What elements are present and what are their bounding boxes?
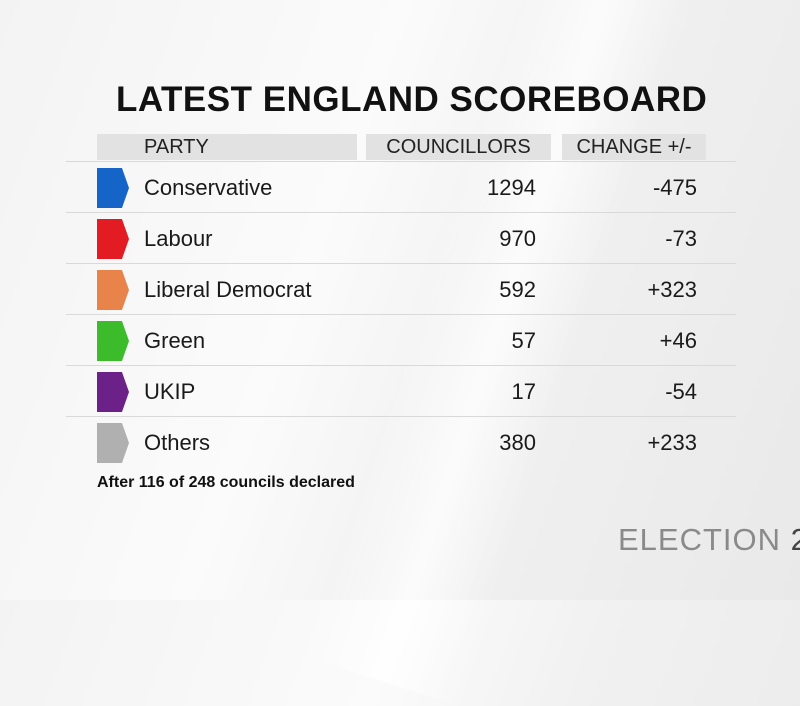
party-name: Others — [144, 430, 211, 455]
party-name: Labour — [144, 226, 213, 251]
councillors-value: 1294 — [487, 175, 536, 200]
councillors-value: 17 — [511, 379, 536, 404]
party-color-marker — [97, 270, 129, 310]
party-color-marker — [97, 321, 129, 361]
table-row-labour: Labour 970 -73 — [66, 212, 736, 263]
party-color-marker — [97, 423, 129, 463]
logo-word: ELECTION — [618, 522, 782, 557]
party-color-marker — [97, 372, 129, 412]
logo-year: 20 — [791, 522, 800, 557]
footnote: After 116 of 248 councils declared — [97, 474, 355, 491]
councillors-value: 57 — [511, 328, 536, 353]
change-value: -475 — [652, 175, 697, 200]
party-color-marker — [97, 168, 129, 208]
header-party: PARTY — [97, 134, 357, 160]
table-row-conservative: Conservative 1294 -475 — [66, 161, 736, 212]
change-value: +323 — [647, 277, 697, 302]
change-value: -54 — [665, 379, 697, 404]
header-councillors: COUNCILLORS — [366, 134, 551, 160]
councillors-value: 380 — [499, 430, 536, 455]
scoreboard-title: LATEST ENGLAND SCOREBOARD — [116, 80, 708, 119]
header-change: CHANGE +/- — [562, 134, 706, 160]
table-row-liberal-democrat: Liberal Democrat 592 +323 — [66, 263, 736, 314]
table-row-ukip: UKIP 17 -54 — [66, 365, 736, 416]
party-name: Liberal Democrat — [144, 277, 312, 302]
change-value: +46 — [659, 328, 697, 353]
table-row-green: Green 57 +46 — [66, 314, 736, 365]
councillors-value: 592 — [499, 277, 536, 302]
party-color-marker — [97, 219, 129, 259]
election-logo: ELECTION 20 — [618, 522, 800, 558]
councillors-value: 970 — [499, 226, 536, 251]
party-name: Conservative — [144, 175, 273, 200]
change-value: -73 — [665, 226, 697, 251]
party-name: UKIP — [144, 379, 196, 404]
party-name: Green — [144, 328, 206, 353]
change-value: +233 — [647, 430, 697, 455]
table-row-others: Others 380 +233 — [66, 416, 736, 467]
